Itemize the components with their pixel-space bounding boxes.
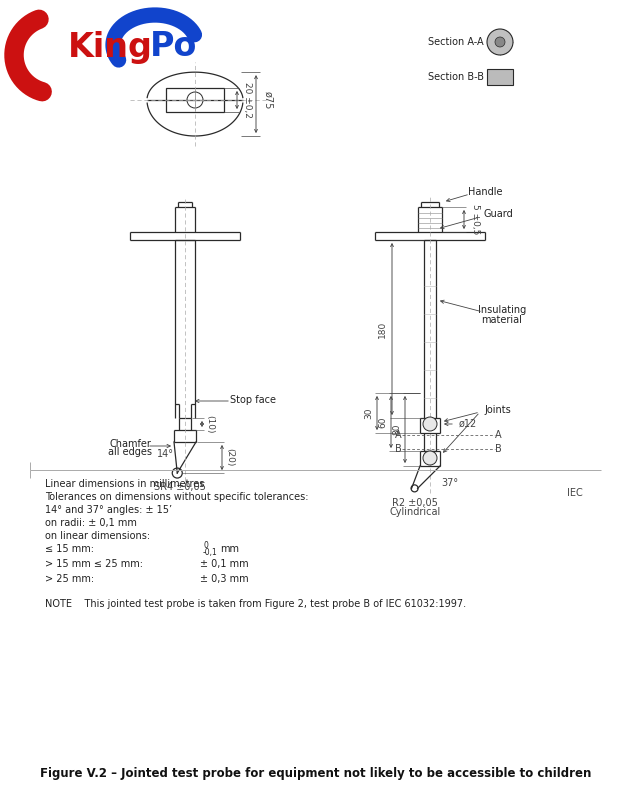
Text: B: B: [495, 444, 502, 454]
Text: Cylindrical: Cylindrical: [389, 507, 440, 518]
Text: SR4 ±0,05: SR4 ±0,05: [154, 482, 206, 492]
Text: ± 0,3 mm: ± 0,3 mm: [200, 574, 249, 584]
Text: Linear dimensions in millimetres: Linear dimensions in millimetres: [45, 479, 204, 489]
Text: (20): (20): [225, 448, 235, 467]
Text: A: A: [495, 430, 501, 440]
Text: 5 ±0,5: 5 ±0,5: [471, 204, 480, 235]
Text: (10): (10): [206, 415, 215, 433]
Text: all edges: all edges: [108, 447, 152, 457]
Text: ø75: ø75: [263, 91, 273, 109]
Text: Chamfer: Chamfer: [109, 439, 151, 449]
Text: Stop face: Stop face: [230, 395, 276, 405]
Text: ≤ 15 mm:: ≤ 15 mm:: [45, 544, 94, 554]
Text: 30: 30: [365, 407, 374, 419]
Text: 20 ±0,2: 20 ±0,2: [244, 82, 252, 118]
Bar: [166, 88, 224, 112]
Text: > 25 mm:: > 25 mm:: [45, 574, 94, 584]
Text: on radii: ± 0,1 mm: on radii: ± 0,1 mm: [45, 518, 137, 528]
Text: Joints: Joints: [485, 405, 511, 415]
Text: A: A: [394, 430, 401, 440]
Text: 37°: 37°: [442, 478, 459, 488]
Circle shape: [423, 451, 437, 465]
Text: 14° and 37° angles: ± 15’: 14° and 37° angles: ± 15’: [45, 505, 172, 515]
Text: Po: Po: [150, 30, 198, 64]
Text: Figure V.2 – Jointed test probe for equipment not likely to be accessible to chi: Figure V.2 – Jointed test probe for equi…: [40, 766, 592, 780]
Text: 0: 0: [203, 541, 208, 550]
Text: mm: mm: [220, 544, 239, 554]
Text: 60: 60: [379, 417, 387, 428]
Text: B: B: [394, 444, 401, 454]
Circle shape: [423, 417, 437, 431]
Text: ± 0,1 mm: ± 0,1 mm: [200, 559, 249, 569]
Text: NOTE    This jointed test probe is taken from Figure 2, test probe B of IEC 6103: NOTE This jointed test probe is taken fr…: [45, 599, 466, 609]
Bar: [487, 69, 513, 85]
Circle shape: [495, 37, 505, 47]
Text: -0,1: -0,1: [203, 548, 218, 556]
Text: Section A-A: Section A-A: [428, 37, 484, 47]
Text: 14°: 14°: [156, 449, 174, 459]
Text: 80: 80: [392, 424, 401, 435]
Text: 180: 180: [377, 320, 387, 338]
Text: on linear dimensions:: on linear dimensions:: [45, 531, 150, 541]
Text: R2 ±0,05: R2 ±0,05: [392, 498, 438, 508]
Text: > 15 mm ≤ 25 mm:: > 15 mm ≤ 25 mm:: [45, 559, 143, 569]
Text: Tolerances on dimensions without specific tolerances:: Tolerances on dimensions without specifi…: [45, 492, 309, 502]
Text: Handle: Handle: [468, 187, 502, 197]
Text: Guard: Guard: [483, 209, 513, 219]
Text: King: King: [68, 30, 153, 64]
Text: Insulating: Insulating: [478, 305, 526, 315]
Text: Section B-B: Section B-B: [428, 72, 484, 82]
Text: ø12: ø12: [459, 419, 477, 429]
Circle shape: [487, 29, 513, 55]
Text: IEC: IEC: [567, 488, 583, 498]
Text: material: material: [481, 315, 522, 325]
